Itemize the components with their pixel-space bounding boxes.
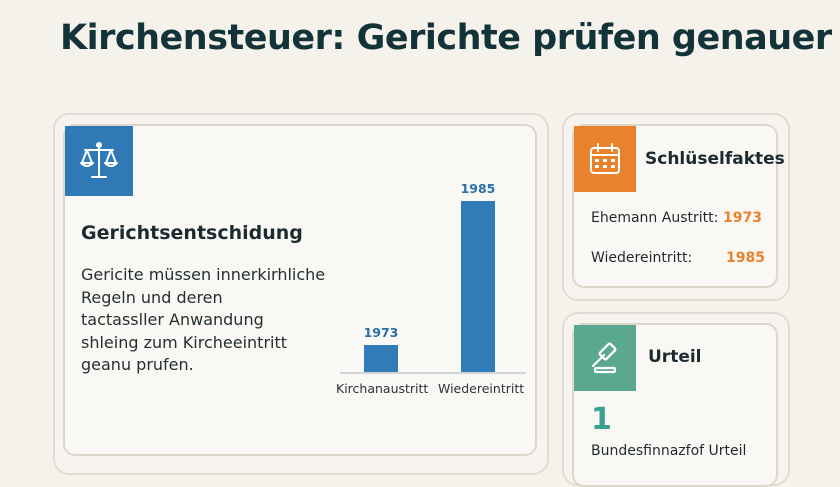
facts-heading: Schlüselfaktes (645, 149, 785, 169)
chart-category-label: Wiedereintritt (438, 381, 525, 396)
fact-value: 1985 (726, 250, 765, 266)
scale-icon (80, 142, 118, 178)
gavel-icon (591, 342, 617, 374)
decision-icon-tile (65, 126, 133, 196)
chart-category-label: Kirchanaustritt (336, 381, 429, 396)
fact-value: 1973 (723, 210, 762, 226)
verdict-heading: Urteil (648, 347, 702, 367)
calendar-icon (590, 143, 620, 174)
verdict-label: Bundesfinnazfof Urteil (591, 443, 747, 459)
facts-icon-tile (574, 126, 636, 192)
chart-value-label: 1973 (363, 325, 399, 340)
decision-text-line: tactassller Anwandung (81, 310, 264, 329)
decision-text: Gericite müssen innerkirhliche Regeln un… (81, 264, 325, 377)
decision-text-line: Gericite müssen innerkirhliche (81, 265, 326, 284)
fact-label: Ehemann Austritt: (591, 210, 719, 226)
decision-text-line: geanu prufen. (81, 355, 194, 374)
chart-baseline (340, 372, 526, 374)
chart-value-label: 1985 (460, 181, 496, 196)
decision-heading: Gerichtsentschidung (81, 222, 303, 244)
decision-card (63, 124, 537, 456)
page-title: Kirchensteuer: Gerichte prüfen genauer (60, 18, 832, 58)
verdict-number: 1 (591, 402, 612, 437)
decision-text-line: Regeln und deren (81, 287, 223, 307)
decision-text-line: shleing zum Kircheeintritt (81, 332, 288, 352)
verdict-icon-tile (574, 325, 636, 391)
fact-label: Wiedereintritt: (591, 250, 693, 266)
chart-bar (461, 201, 495, 372)
chart-bar (364, 345, 398, 372)
